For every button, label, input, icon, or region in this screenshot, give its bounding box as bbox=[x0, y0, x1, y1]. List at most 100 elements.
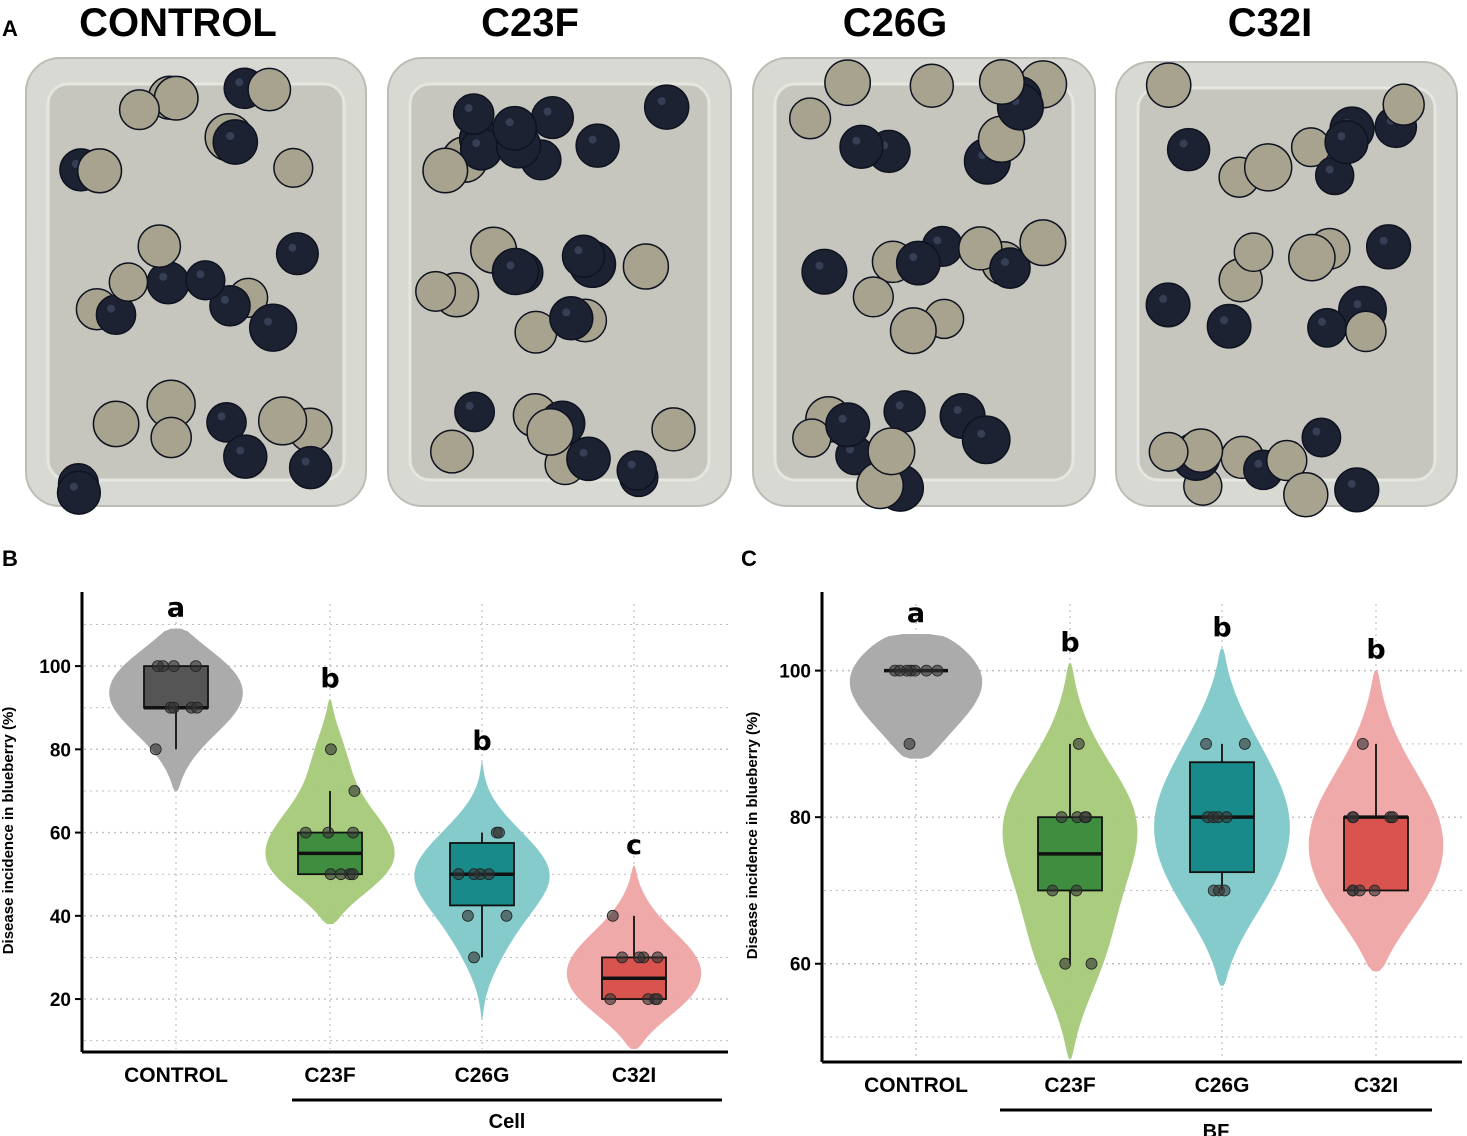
blueberry-highlight bbox=[1001, 258, 1009, 267]
data-point bbox=[493, 826, 505, 839]
data-point bbox=[189, 660, 202, 672]
blueberry bbox=[889, 307, 937, 355]
significance-letter-c23f: b bbox=[1060, 627, 1079, 658]
blueberry-highlight bbox=[472, 139, 481, 148]
blueberry bbox=[56, 470, 102, 515]
data-point bbox=[1218, 884, 1231, 897]
blueberry bbox=[883, 390, 926, 433]
panel-letter-b: B bbox=[2, 546, 18, 571]
significance-letter-control: a bbox=[167, 593, 185, 624]
y-tick-label: 80 bbox=[50, 740, 71, 761]
blueberry bbox=[247, 67, 292, 112]
panel-b-chart: B 20 40 60 80 100 Disease incidence in bluebe… bbox=[0, 546, 728, 1133]
blueberry bbox=[248, 303, 298, 352]
blueberry bbox=[643, 84, 690, 130]
blueberry bbox=[1243, 143, 1293, 192]
blueberry bbox=[801, 248, 848, 295]
blueberry-highlight bbox=[562, 308, 571, 317]
data-point bbox=[1347, 811, 1360, 824]
blueberry bbox=[867, 427, 916, 476]
data-point bbox=[334, 868, 347, 881]
blueberry bbox=[839, 124, 884, 169]
y-axis-label: Disease incidence in blueberry (%) bbox=[744, 712, 761, 960]
data-point bbox=[1220, 811, 1233, 824]
blueberry bbox=[1166, 127, 1211, 172]
blueberry bbox=[1334, 467, 1380, 513]
blueberry bbox=[491, 247, 540, 296]
data-point bbox=[461, 909, 474, 922]
blueberry-highlight bbox=[953, 406, 962, 414]
data-point bbox=[651, 951, 664, 964]
data-point bbox=[1238, 738, 1251, 750]
blueberry bbox=[273, 147, 314, 189]
blueberry bbox=[788, 97, 832, 140]
blueberry bbox=[1019, 219, 1067, 267]
blueberry-highlight bbox=[226, 132, 235, 140]
blueberry bbox=[909, 63, 955, 108]
data-point bbox=[348, 785, 361, 797]
data-point bbox=[167, 660, 180, 672]
y-tick-label: 60 bbox=[50, 824, 71, 845]
blueberry-highlight bbox=[506, 261, 515, 270]
y-tick-label: 100 bbox=[779, 662, 811, 683]
blueberry bbox=[454, 391, 496, 433]
blueberry-highlight bbox=[221, 295, 229, 304]
data-point bbox=[1055, 811, 1068, 824]
blueberry bbox=[561, 234, 606, 279]
data-point bbox=[903, 738, 916, 750]
blueberry bbox=[1145, 282, 1191, 328]
blueberry bbox=[1266, 439, 1308, 482]
category-label-c32i: C32I bbox=[612, 1064, 656, 1087]
blueberry bbox=[825, 402, 871, 448]
blueberry-highlight bbox=[909, 253, 918, 262]
tray-title-1: CONTROL bbox=[79, 1, 277, 45]
blueberry-highlight bbox=[301, 457, 310, 466]
blueberry bbox=[153, 75, 199, 121]
data-point bbox=[920, 664, 933, 677]
blueberry-highlight bbox=[264, 317, 273, 326]
blueberry bbox=[530, 96, 575, 140]
blueberry-highlight bbox=[1254, 459, 1263, 468]
blueberry bbox=[185, 260, 226, 301]
blueberry bbox=[526, 407, 575, 456]
blueberry bbox=[852, 276, 894, 318]
blueberry bbox=[895, 240, 941, 286]
blueberry bbox=[566, 436, 611, 482]
data-point bbox=[324, 868, 337, 881]
data-point bbox=[167, 701, 180, 714]
blueberry-highlight bbox=[107, 304, 115, 313]
blueberry bbox=[549, 296, 594, 341]
data-point bbox=[299, 826, 312, 839]
data-point bbox=[1356, 738, 1369, 750]
blueberry-highlight bbox=[196, 270, 205, 279]
data-point bbox=[651, 993, 663, 1005]
data-point bbox=[149, 743, 162, 756]
data-point bbox=[1353, 884, 1366, 897]
data-point bbox=[346, 868, 359, 881]
panel-letter-a: A bbox=[2, 16, 18, 41]
blueberry bbox=[575, 123, 620, 168]
blueberry bbox=[108, 262, 149, 302]
tray-title-2: C23F bbox=[481, 1, 579, 45]
significance-letter-c26g: b bbox=[472, 726, 491, 757]
panel-c-chart: C 60 80 100 Disease incidence in blueberry … bbox=[741, 546, 1462, 1136]
y-tick-label: 20 bbox=[50, 990, 71, 1011]
data-point bbox=[931, 664, 944, 677]
blueberry bbox=[616, 450, 657, 491]
blueberry bbox=[429, 429, 475, 474]
blueberry bbox=[989, 247, 1031, 289]
blueberry-highlight bbox=[1318, 317, 1326, 326]
data-point bbox=[1059, 957, 1072, 970]
significance-letter-c23f: b bbox=[320, 663, 339, 694]
blueberry bbox=[137, 224, 182, 268]
blueberry-highlight bbox=[1325, 165, 1334, 174]
data-point bbox=[324, 743, 337, 756]
blueberry bbox=[1324, 120, 1369, 165]
panel-a-photos: A CONTROL C23F C26G C32I bbox=[2, 1, 1458, 518]
blueberry-highlight bbox=[838, 414, 847, 423]
blueberry bbox=[146, 261, 190, 305]
data-point bbox=[606, 909, 619, 922]
data-point bbox=[468, 868, 480, 881]
data-point bbox=[1072, 738, 1085, 750]
data-point bbox=[191, 701, 203, 714]
